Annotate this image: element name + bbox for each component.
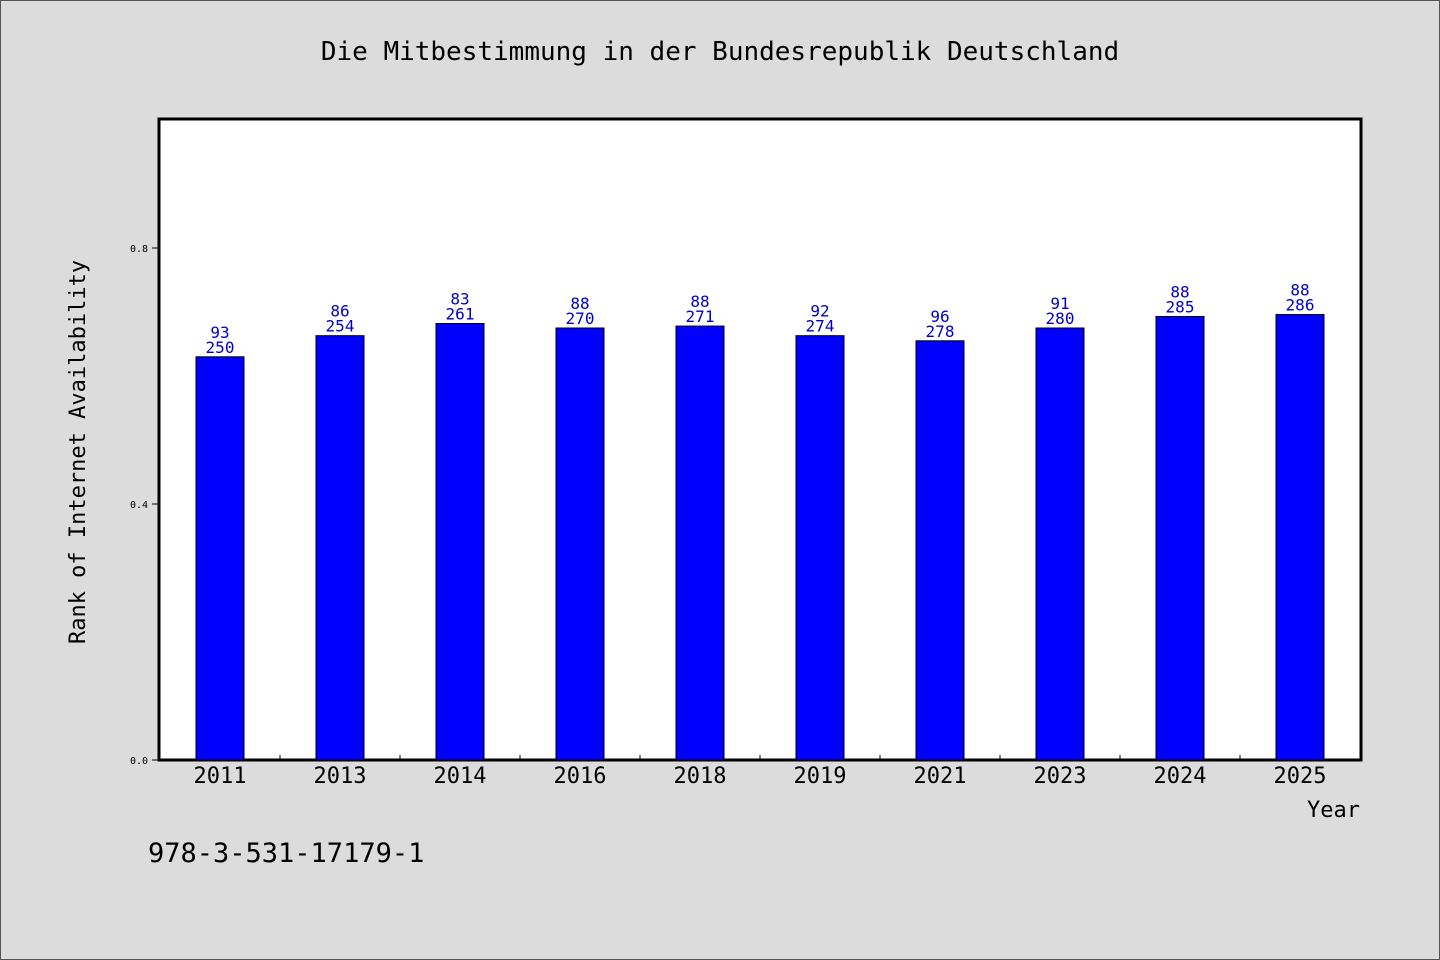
- bar-label-bottom: 278: [926, 322, 955, 341]
- chart-title: Die Mitbestimmung in der Bundesrepublik …: [321, 37, 1119, 67]
- y-tick-label: 0.0: [130, 756, 148, 767]
- bar: [675, 325, 725, 761]
- footer-note: 978-3-531-17179-1: [148, 838, 424, 869]
- bar-label-top: 83: [450, 290, 469, 309]
- bar: [1155, 315, 1205, 761]
- x-tick-label: 2024: [1154, 764, 1207, 789]
- x-tick-label: 2019: [794, 764, 847, 789]
- bar-label-bottom: 261: [446, 305, 475, 324]
- bar-label-bottom: 254: [326, 317, 355, 336]
- bar-label-top: 88: [570, 294, 589, 313]
- bar-label-top: 86: [330, 302, 349, 321]
- x-tick-label: 2013: [314, 764, 367, 789]
- y-axis-label: Rank of Internet Availability: [66, 260, 91, 644]
- bar-label-bottom: 271: [686, 307, 715, 326]
- bar: [555, 327, 605, 761]
- bar-label-top: 91: [1050, 294, 1069, 313]
- y-axis: 0.0 0.4 0.8: [130, 244, 160, 767]
- y-tick-label: 0.8: [130, 244, 148, 255]
- bar-label-bottom: 250: [206, 338, 235, 357]
- bar-label-top: 93: [210, 323, 229, 342]
- bar: [315, 335, 365, 761]
- x-tick-label: 2014: [434, 764, 487, 789]
- x-tick-label: 2021: [914, 764, 967, 789]
- bar-label-top: 88: [690, 292, 709, 311]
- x-tick-label: 2011: [194, 764, 247, 789]
- x-tick-label: 2025: [1274, 764, 1327, 789]
- bar: [1035, 327, 1085, 761]
- bar-label-top: 88: [1170, 282, 1189, 301]
- y-tick-label: 0.4: [130, 500, 148, 511]
- bar: [435, 323, 485, 761]
- bar-label-bottom: 274: [806, 317, 835, 336]
- bar-label-top: 92: [810, 302, 829, 321]
- x-tick-label: 2018: [674, 764, 727, 789]
- bar-label-bottom: 285: [1166, 297, 1195, 316]
- bar: [915, 340, 965, 761]
- bar-label-bottom: 270: [566, 309, 595, 328]
- x-tick-label: 2023: [1034, 764, 1087, 789]
- x-axis-label: Year: [1307, 798, 1360, 823]
- bar: [195, 356, 245, 761]
- x-axis: 2011 2013 2014 2016 2018 2019 2021 2023 2024 2025: [194, 755, 1327, 789]
- x-tick-label: 2016: [554, 764, 607, 789]
- bar: [1275, 314, 1325, 761]
- bar-label-bottom: 280: [1046, 309, 1075, 328]
- bar-label-top: 88: [1290, 281, 1309, 300]
- bar: [795, 335, 845, 761]
- bar-label-bottom: 286: [1286, 296, 1315, 315]
- bar-label-top: 96: [930, 307, 949, 326]
